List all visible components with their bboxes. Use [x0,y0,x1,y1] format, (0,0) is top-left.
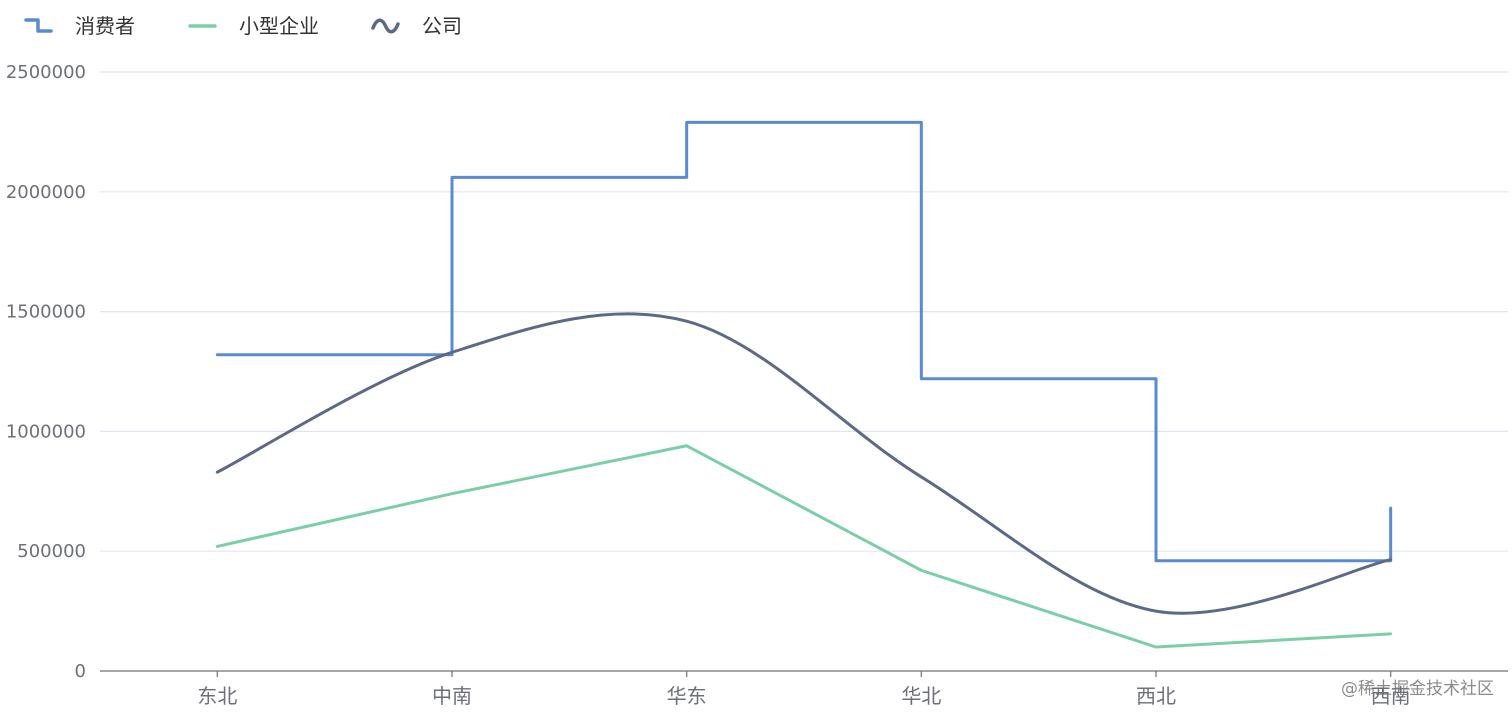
x-tick-label: 华北 [901,684,941,708]
legend-icon [371,18,400,34]
x-tick-label: 东北 [197,684,237,708]
series-line-1 [215,444,1393,649]
legend-label: 公司 [422,14,462,38]
watermark: @稀土掘金技术社区 [1341,679,1494,699]
grid-lines [100,71,1508,552]
y-tick-label: 0 [75,661,86,682]
legend-item-1: 小型企业 [188,14,319,38]
legend-item-0: 消费者 [24,14,135,38]
x-tick-label: 西南 [1371,684,1411,708]
series-layer [215,120,1393,649]
legend-item-2: 公司 [371,14,462,38]
x-tick-label: 华东 [667,684,707,708]
y-tick-label: 500000 [17,541,86,562]
y-tick-label: 1000000 [6,421,86,442]
legend-icon [24,18,53,33]
legend-label: 小型企业 [239,14,319,38]
y-tick-label: 2500000 [6,62,86,83]
y-tick-label: 1500000 [6,302,86,323]
series-line-2 [215,312,1393,615]
series-line-0 [215,120,1393,563]
x-tick-label: 中南 [432,684,472,708]
x-axis: 东北 中南 华东 华北 西北 西南 [100,670,1508,708]
legend: 消费者 小型企业 公司 [24,14,462,38]
legend-label: 消费者 [75,14,135,38]
y-tick-label: 2000000 [6,182,86,203]
x-tick-label: 西北 [1136,684,1176,708]
y-axis: 0 500000 1000000 1500000 2000000 2500000 [6,62,86,682]
